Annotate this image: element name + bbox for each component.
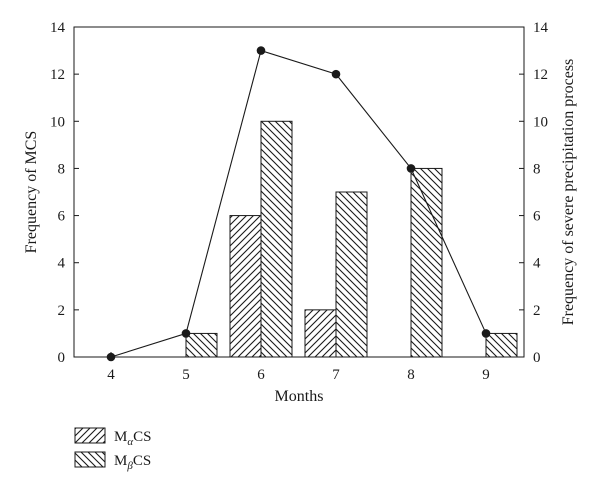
right-y-axis: 0 2 4 6 8 10 12 14	[519, 20, 549, 366]
x-tick-label: 7	[332, 367, 340, 383]
left-tick-label: 2	[58, 303, 66, 319]
bar-mbeta-6	[260, 120, 293, 358]
x-tick-label: 9	[482, 367, 490, 383]
left-y-axis-label: Frequency of MCS	[23, 131, 40, 254]
bar-malpha-7	[304, 309, 337, 358]
right-y-axis-label: Frequency of severe precipitation proces…	[560, 59, 577, 326]
precipitation-point-7	[331, 69, 341, 79]
line-series	[106, 46, 491, 362]
legend-label: MβCS	[114, 453, 151, 472]
legend-swatch	[74, 451, 106, 468]
left-tick-label: 14	[50, 20, 66, 36]
precipitation-point-6	[256, 46, 266, 55]
right-tick-label: 12	[533, 67, 548, 83]
plot-frame	[73, 26, 525, 358]
legend-swatch	[74, 427, 106, 444]
right-tick-label: 6	[533, 209, 541, 225]
right-tick-label: 0	[533, 350, 541, 366]
x-tick-label: 4	[107, 367, 115, 383]
bar-mbeta-9	[485, 332, 518, 358]
left-tick-label: 12	[50, 67, 65, 83]
left-tick-label: 10	[50, 114, 65, 130]
x-tick-label: 6	[257, 367, 265, 383]
legend: MαCS MβCS	[74, 427, 151, 472]
left-y-axis: 0 2 4 6 8 10 12 14	[50, 20, 79, 366]
left-tick-label: 4	[58, 256, 66, 272]
x-tick-label: 8	[407, 367, 415, 383]
precipitation-point-4	[106, 352, 116, 362]
bar-mbeta-7	[335, 191, 368, 358]
right-tick-label: 14	[533, 20, 549, 36]
bar-mbeta-8	[410, 167, 443, 358]
precipitation-point-9	[481, 329, 491, 338]
bar-mbeta-5	[185, 332, 218, 358]
precipitation-line	[110, 49, 487, 358]
left-tick-label: 6	[58, 209, 66, 225]
right-tick-label: 10	[533, 114, 548, 130]
precipitation-point-5	[181, 329, 191, 338]
bar-malpha-6	[229, 215, 262, 358]
left-tick-label: 8	[58, 161, 66, 177]
legend-label: MαCS	[114, 429, 151, 448]
right-tick-label: 8	[533, 161, 541, 177]
precipitation-point-8	[406, 164, 416, 173]
left-tick-label: 0	[58, 350, 66, 366]
bar-series	[185, 120, 518, 358]
x-axis-label: Months	[275, 388, 324, 405]
right-tick-label: 4	[533, 256, 541, 272]
x-tick-label: 5	[182, 367, 190, 383]
right-tick-label: 2	[533, 303, 541, 319]
